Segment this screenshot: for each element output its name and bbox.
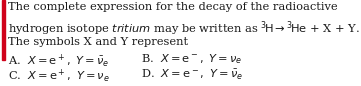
Text: C.  $X = \mathrm{e}^+,\ Y = \nu_e$: C. $X = \mathrm{e}^+,\ Y = \nu_e$ <box>8 68 110 85</box>
Text: The complete expression for the decay of the radioactive: The complete expression for the decay of… <box>8 2 338 12</box>
Text: The symbols X and Y represent: The symbols X and Y represent <box>8 37 188 47</box>
Text: D.  $X = \mathrm{e}^-,\ Y = \bar{\nu}_e$: D. $X = \mathrm{e}^-,\ Y = \bar{\nu}_e$ <box>141 68 243 82</box>
Bar <box>2 0 4 60</box>
Text: B.  $X = \mathrm{e}^-,\ Y = \nu_e$: B. $X = \mathrm{e}^-,\ Y = \nu_e$ <box>141 52 242 66</box>
Text: A.  $X = \mathrm{e}^+,\ Y = \bar{\nu}_e$: A. $X = \mathrm{e}^+,\ Y = \bar{\nu}_e$ <box>8 52 109 70</box>
Text: hydrogen isotope $\mathit{tritium}$ may be written as $^3\!\mathrm{H} \rightarro: hydrogen isotope $\mathit{tritium}$ may … <box>8 19 360 38</box>
